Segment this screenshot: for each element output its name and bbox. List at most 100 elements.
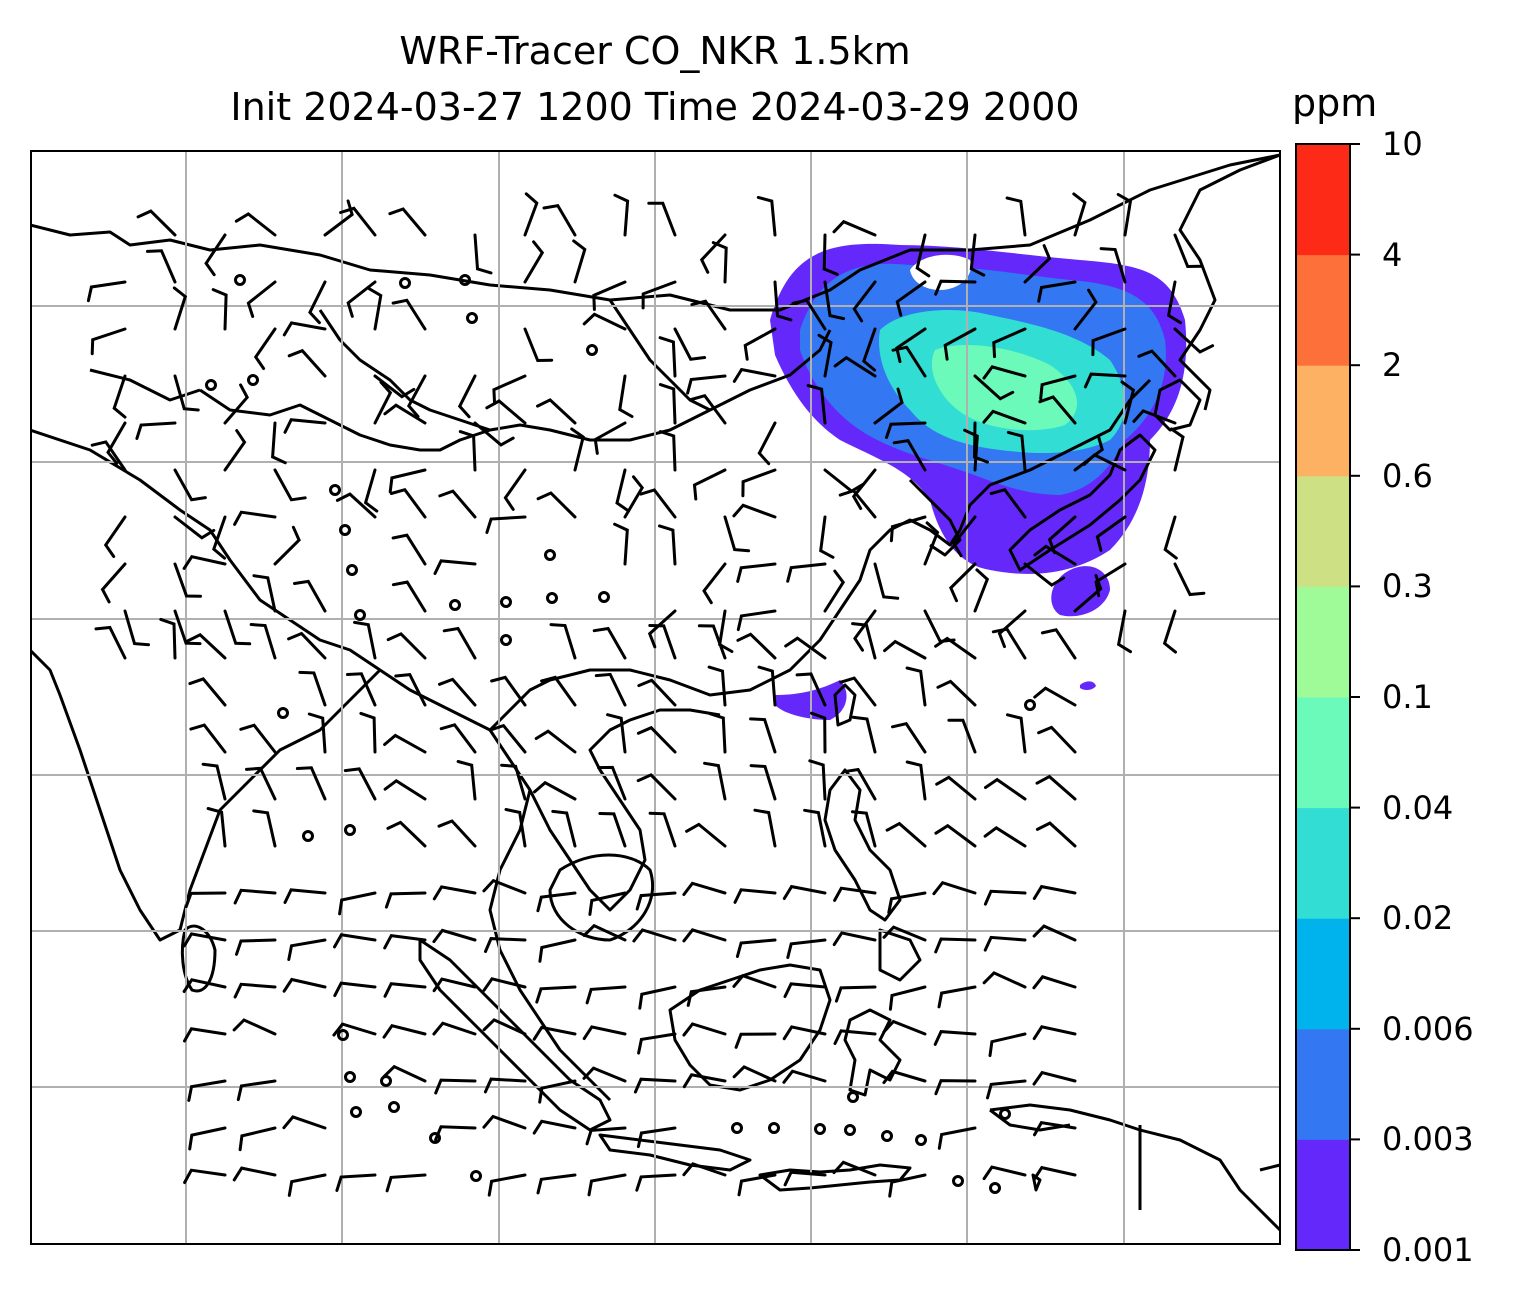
colorbar-tick-label: 0.04 (1382, 788, 1454, 827)
wind-barb (686, 374, 727, 395)
wind-barb (932, 880, 977, 896)
wind-barb (323, 199, 354, 237)
wind-barb (549, 623, 577, 660)
wind-barb (685, 822, 727, 848)
wind-barb (832, 1160, 877, 1177)
colorbar-tick-label: 0.1 (1382, 678, 1433, 716)
wind-barb (773, 280, 793, 322)
wind-barb (937, 1126, 977, 1150)
wind-barb (637, 1032, 677, 1055)
calm-wind-circle (337, 1029, 349, 1041)
wind-barb (806, 384, 827, 425)
wind-barb (983, 825, 1027, 848)
wind-barb (743, 327, 777, 361)
wind-barb (934, 937, 977, 954)
colorbar-tick-label: 0.6 (1382, 456, 1433, 495)
wind-barb (882, 1019, 927, 1036)
wind-barb (182, 932, 227, 948)
wind-barb (235, 938, 277, 956)
wind-barb (749, 764, 777, 801)
wind-barb (791, 298, 827, 331)
wind-barb (532, 1119, 577, 1135)
wind-barb (1006, 430, 1027, 472)
wind-barb (385, 1173, 427, 1193)
wind-barb (782, 1025, 827, 1041)
wind-barb (223, 383, 250, 425)
wind-barb (482, 977, 527, 992)
wind-barb (1173, 233, 1204, 269)
wind-barb (753, 808, 777, 848)
wind-barb (623, 475, 645, 519)
wind-barb (1032, 975, 1077, 990)
wind-barb (457, 374, 477, 419)
wind-barb (637, 678, 677, 707)
wind-barb (973, 374, 1015, 401)
wind-barb (1073, 574, 1103, 613)
wind-barb (673, 327, 707, 361)
wind-barb (582, 312, 627, 331)
calm-wind-circle (234, 274, 246, 286)
wind-barb (737, 1173, 777, 1197)
wind-barb (287, 1173, 327, 1197)
wind-barb (232, 1166, 277, 1182)
wind-barb (736, 632, 777, 660)
wind-barb (504, 808, 527, 848)
wind-barb (94, 625, 127, 660)
wind-barb (482, 1114, 527, 1130)
calm-wind-circle (881, 1130, 893, 1142)
wind-barb (983, 889, 1027, 906)
wind-barb (383, 778, 427, 801)
wind-barb (582, 1066, 627, 1083)
wind-barb (782, 1069, 827, 1084)
wind-barb (1116, 609, 1132, 654)
wind-barb (363, 468, 379, 513)
wind-barb (892, 438, 927, 472)
wind-barb (136, 209, 177, 237)
wind-barb (989, 487, 1027, 519)
wind-barb (534, 729, 577, 754)
wind-barb (523, 192, 539, 237)
wind-barb (689, 393, 727, 425)
wind-barb (833, 886, 877, 902)
calm-wind-circle (768, 1122, 780, 1134)
wind-barb (112, 374, 127, 419)
wind-barb (850, 810, 877, 848)
wind-barb (536, 1173, 577, 1195)
colorbar-band (1296, 586, 1350, 698)
wind-barb (333, 933, 377, 949)
colorbar-band (1296, 365, 1350, 477)
wind-barb (853, 609, 877, 652)
calm-wind-circle (329, 484, 341, 496)
wind-barb (485, 515, 527, 534)
wind-barb (873, 387, 904, 425)
wind-barb (915, 233, 931, 278)
wind-barb (658, 524, 677, 566)
wind-barb (391, 533, 427, 566)
wind-barb (585, 985, 627, 1005)
wind-barb (188, 677, 227, 707)
colorbar-band (1296, 1028, 1350, 1140)
wind-barb (172, 286, 188, 331)
wind-barb (923, 521, 940, 566)
wind-barb (383, 982, 427, 998)
wind-barb (1162, 609, 1177, 654)
wind-barb (456, 760, 477, 801)
wind-barb (682, 881, 727, 896)
calm-wind-circle (586, 344, 598, 356)
wind-barb (233, 510, 277, 526)
wind-barb (308, 280, 327, 325)
wind-barb (432, 885, 477, 901)
wind-barb (434, 1078, 477, 1095)
wind-barb (536, 398, 577, 425)
wind-barb (969, 233, 986, 277)
wind-barb (1032, 1070, 1077, 1086)
wind-barb (182, 555, 227, 570)
wind-barb (935, 775, 977, 801)
wind-barb (707, 665, 727, 707)
wind-barb (236, 1079, 277, 1102)
wind-barb (1037, 725, 1077, 754)
wind-barb (536, 491, 577, 519)
wind-barb (346, 280, 377, 318)
wind-barb (339, 206, 377, 237)
wind-barb (613, 193, 630, 237)
